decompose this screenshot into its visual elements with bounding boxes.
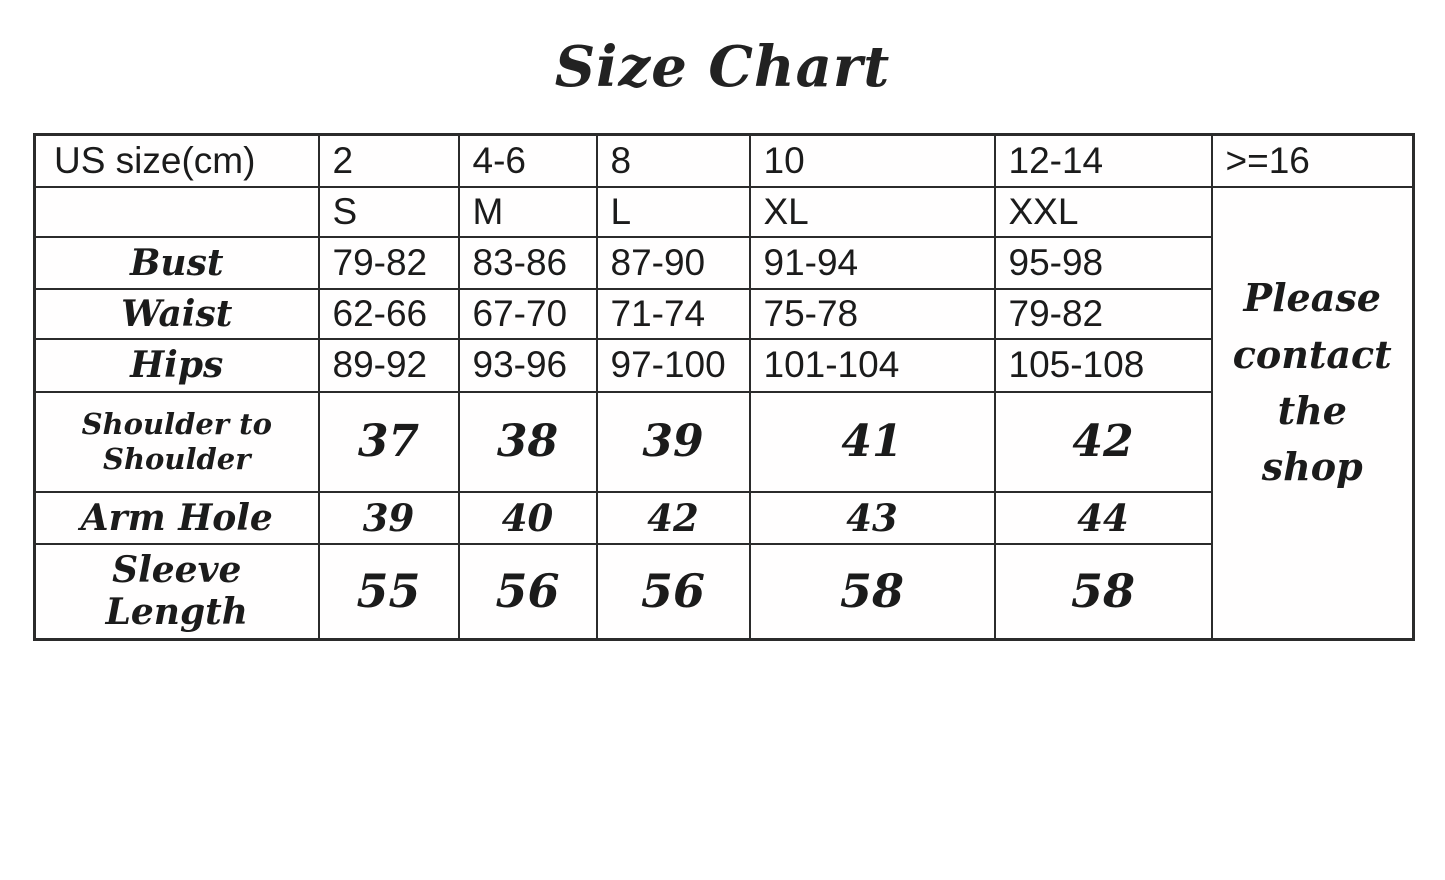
measurement-cell: 58 <box>748 542 996 641</box>
measurement-cell: 71-74 <box>595 287 751 340</box>
measurement-cell: 62-66 <box>317 287 460 340</box>
note-line: the <box>1277 387 1347 433</box>
col-header-cell: US size(cm) <box>33 133 320 188</box>
measurement-cell: 93-96 <box>457 337 598 393</box>
letter-size-row: S M L XL XXL Please contact the shop <box>33 185 1415 641</box>
hips-row: Hips 89-92 93-96 97-100 101-104 105-108 <box>33 337 1414 393</box>
measurement-cell: 42 <box>993 390 1213 493</box>
measurement-cell: 56 <box>457 542 598 641</box>
row-label: Shoulder to Shoulder <box>33 390 320 493</box>
measurement-cell: 89-92 <box>317 337 460 393</box>
measurement-cell: 43 <box>748 490 996 545</box>
row-label: Bust <box>33 235 320 290</box>
measurement-cell: 41 <box>748 390 996 493</box>
us-size-cell: 2 <box>317 133 460 188</box>
us-size-cell: 10 <box>748 133 996 188</box>
measurement-cell: 39 <box>317 490 460 545</box>
measurement-cell: 40 <box>457 490 598 545</box>
empty-cell <box>33 185 320 238</box>
us-size-cell: >=16 <box>1210 133 1415 188</box>
measurement-cell: 87-90 <box>595 235 751 290</box>
note-line: contact <box>1232 331 1392 377</box>
letter-size-cell: S <box>317 185 460 238</box>
bust-row: Bust 79-82 83-86 87-90 91-94 95-98 <box>33 235 1414 290</box>
row-label: Hips <box>33 337 320 393</box>
measurement-cell: 91-94 <box>748 235 996 290</box>
measurement-cell: 75-78 <box>748 287 996 340</box>
row-label: Sleeve Length <box>33 542 320 641</box>
arm-hole-row: Arm Hole 39 40 42 43 44 <box>33 490 1414 545</box>
measurement-cell: 38 <box>457 390 598 493</box>
letter-size-cell: M <box>457 185 598 238</box>
row-label: Waist <box>33 287 320 340</box>
letter-size-cell: L <box>595 185 751 238</box>
letter-size-cell: XXL <box>993 185 1213 238</box>
measurement-cell: 105-108 <box>993 337 1213 393</box>
letter-size-cell: XL <box>748 185 996 238</box>
measurement-cell: 44 <box>993 490 1213 545</box>
note-line: shop <box>1261 443 1363 489</box>
waist-row: Waist 62-66 67-70 71-74 75-78 79-82 <box>33 287 1414 340</box>
row-label: Arm Hole <box>33 490 320 545</box>
measurement-cell: 42 <box>595 490 751 545</box>
note-line: Please <box>1243 275 1381 321</box>
us-size-row: US size(cm) 2 4-6 8 10 12-14 >=16 <box>33 133 1415 188</box>
measurement-cell: 83-86 <box>457 235 598 290</box>
measurement-cell: 101-104 <box>748 337 996 393</box>
measurement-cell: 58 <box>993 542 1213 641</box>
measurement-cell: 79-82 <box>317 235 460 290</box>
measurement-cell: 56 <box>595 542 751 641</box>
shoulder-row: Shoulder to Shoulder 37 38 39 41 42 <box>33 390 1414 493</box>
sleeve-length-row: Sleeve Length 55 56 56 58 58 <box>33 542 1414 641</box>
measurement-cell: 37 <box>317 390 460 493</box>
measurement-cell: 97-100 <box>595 337 751 393</box>
us-size-cell: 4-6 <box>457 133 598 188</box>
measurement-cell: 55 <box>317 542 460 641</box>
measurement-cell: 67-70 <box>457 287 598 340</box>
us-size-cell: 8 <box>595 133 751 188</box>
measurement-cell: 39 <box>595 390 751 493</box>
contact-shop-note: Please contact the shop <box>1210 185 1415 641</box>
size-chart-table: US size(cm) 2 4-6 8 10 12-14 >=16 S M L … <box>33 133 1415 641</box>
measurement-cell: 79-82 <box>993 287 1213 340</box>
us-size-cell: 12-14 <box>993 133 1213 188</box>
measurement-cell: 95-98 <box>993 235 1213 290</box>
page-title: Size Chart <box>554 34 891 100</box>
